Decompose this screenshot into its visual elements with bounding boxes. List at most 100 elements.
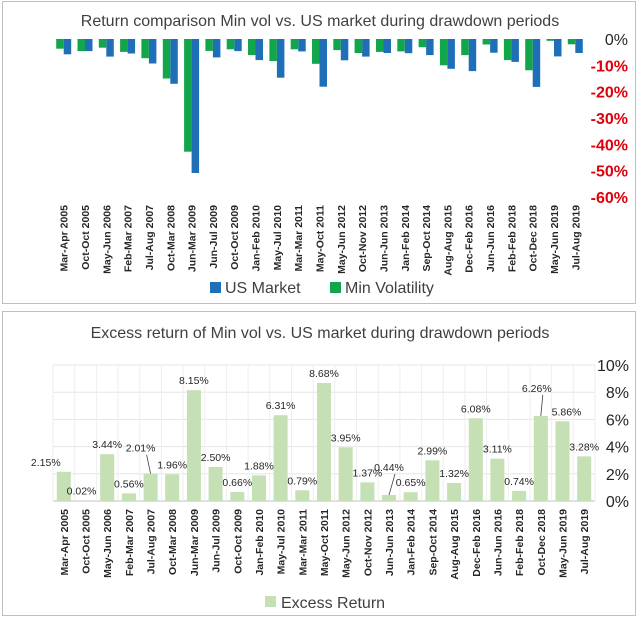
bar-excess-return-mar-mar-2011 <box>295 490 310 501</box>
bar-min-volatility-jul-aug-2019 <box>567 39 576 45</box>
x-tick-label: Jun-Jun 2013 <box>384 509 396 576</box>
bar-excess-return-jun-mar-2009 <box>186 390 201 501</box>
bar-excess-return-aug-aug-2015 <box>447 483 462 501</box>
bar-us-market-may-jun-2019 <box>554 39 562 57</box>
legend-swatch-excess-return <box>265 596 276 607</box>
x-tick-label: May-Jul 2010 <box>276 509 288 575</box>
data-label: 5.86% <box>552 406 582 418</box>
bar-min-volatility-jul-aug-2007 <box>141 39 149 59</box>
legend-swatch-us-market <box>210 282 221 293</box>
x-tick-label: Sep-Oct 2014 <box>427 509 439 576</box>
bar-excess-return-may-jun-2019 <box>555 421 570 501</box>
x-tick-label: Jan-Feb 2010 <box>251 205 263 272</box>
data-label: 3.95% <box>331 432 361 444</box>
data-label: 3.28% <box>569 441 599 453</box>
data-label: 0.66% <box>222 477 252 489</box>
x-tick-label: Oct-Dec 2018 <box>528 205 540 272</box>
bar-us-market-jun-mar-2009 <box>191 39 200 173</box>
bar-min-volatility-may-jul-2010 <box>269 39 277 62</box>
x-tick-label: May-Jun 2012 <box>341 509 353 578</box>
bar-us-market-mar-apr-2005 <box>63 39 72 55</box>
x-tick-label: Oct-Dec 2018 <box>536 509 548 576</box>
bar-excess-return-oct-mar-2008 <box>165 474 180 501</box>
bar-excess-return-may-jun-2012 <box>338 447 353 501</box>
x-tick-label: Oct-Mar 2008 <box>165 205 177 271</box>
bar-us-market-may-oct-2011 <box>319 39 327 87</box>
bar-us-market-oct-mar-2008 <box>170 39 178 84</box>
bar-min-volatility-oct-nov-2012 <box>354 39 363 53</box>
x-tick-label: Jun-Jul 2009 <box>211 509 223 573</box>
excess-return-chart: Excess return of Min vol vs. US market d… <box>31 325 629 612</box>
data-label: 0.79% <box>287 475 317 487</box>
data-label: 3.44% <box>92 439 122 451</box>
bar-us-market-jan-feb-2014 <box>404 39 413 54</box>
bar-min-volatility-jun-jul-2009 <box>205 39 213 51</box>
bar-min-volatility-jun-jun-2016 <box>482 39 491 45</box>
x-tick-label: Mar-Mar 2011 <box>297 509 309 576</box>
bar-min-volatility-oct-dec-2018 <box>525 39 533 71</box>
bar-us-market-feb-mar-2007 <box>127 39 136 54</box>
x-tick-label: May-Oct 2011 <box>319 509 331 576</box>
y-tick-label: -30% <box>591 111 628 128</box>
bar-min-volatility-jun-mar-2009 <box>184 39 192 152</box>
bar-excess-return-feb-feb-2018 <box>512 490 527 501</box>
bar-us-market-feb-feb-2018 <box>511 39 519 62</box>
data-label: 0.44% <box>374 462 404 474</box>
x-tick-label: Jun-Mar 2009 <box>187 205 199 272</box>
bar-us-market-may-jul-2010 <box>276 39 285 78</box>
bar-excess-return-oct-dec-2018 <box>533 415 548 501</box>
data-label: 1.96% <box>157 459 187 471</box>
bar-excess-return-mar-apr-2005 <box>56 471 71 501</box>
y-tick-label: 0% <box>606 494 629 511</box>
x-tick-label: Oct-Nov 2012 <box>357 205 369 272</box>
x-tick-label: Jun-Mar 2009 <box>189 509 201 576</box>
bar-min-volatility-dec-feb-2016 <box>461 39 469 56</box>
y-tick-label: 8% <box>606 385 629 402</box>
bar-excess-return-may-oct-2011 <box>317 383 331 501</box>
bar-min-volatility-jan-feb-2014 <box>397 39 405 52</box>
bar-excess-return-jun-jun-2013 <box>382 495 396 501</box>
x-tick-label: Aug-Aug 2015 <box>449 509 461 580</box>
data-label: 2.99% <box>418 445 448 457</box>
x-tick-label: Feb-Mar 2007 <box>124 509 136 576</box>
data-label: 8.68% <box>309 368 339 380</box>
bar-min-volatility-oct-oct-2005 <box>77 39 85 52</box>
y-tick-label: -20% <box>591 85 628 102</box>
bar-excess-return-jun-jun-2016 <box>490 458 505 501</box>
y-tick-label: 10% <box>597 358 629 375</box>
bar-excess-return-jun-jul-2009 <box>208 467 223 501</box>
bar-us-market-may-jun-2012 <box>340 39 349 61</box>
bar-us-market-jun-jul-2009 <box>212 39 221 58</box>
data-label: 1.32% <box>439 468 469 480</box>
bar-min-volatility-may-jun-2012 <box>333 39 341 51</box>
bar-min-volatility-may-jun-2019 <box>546 39 554 41</box>
data-label: 0.56% <box>114 478 144 490</box>
x-tick-label: May-Oct 2011 <box>315 205 327 272</box>
x-tick-label: Dec-Feb 2016 <box>471 509 483 577</box>
y-tick-label: -40% <box>591 137 628 154</box>
x-tick-label: May-Jun 2006 <box>102 509 114 578</box>
x-tick-label: Mar-Apr 2005 <box>59 509 71 576</box>
bar-us-market-dec-feb-2016 <box>468 39 477 72</box>
x-tick-label: Mar-Apr 2005 <box>59 205 71 272</box>
x-tick-label: Jan-Feb 2014 <box>406 509 418 576</box>
x-tick-label: Jun-Jun 2016 <box>485 205 497 272</box>
bar-us-market-jun-jun-2013 <box>383 39 391 53</box>
bar-us-market-jul-aug-2007 <box>148 39 157 64</box>
x-tick-label: Jun-Jun 2013 <box>379 205 391 272</box>
x-tick-label: Jul-Aug 2019 <box>570 205 582 271</box>
bar-excess-return-feb-mar-2007 <box>121 493 136 501</box>
data-label: 1.37% <box>353 467 383 479</box>
data-label: 1.88% <box>244 460 274 472</box>
y-tick-label: 6% <box>606 412 629 429</box>
bar-excess-return-oct-oct-2009 <box>230 492 245 501</box>
data-label: 2.01% <box>126 443 156 455</box>
bar-min-volatility-mar-mar-2011 <box>290 39 299 50</box>
x-tick-label: Oct-Oct 2005 <box>81 509 93 574</box>
bar-excess-return-sep-oct-2014 <box>425 460 440 501</box>
legend-swatch-min-volatility <box>330 282 341 293</box>
bar-min-volatility-may-jun-2006 <box>98 39 107 48</box>
x-tick-label: May-Jun 2019 <box>549 205 561 274</box>
x-tick-label: Feb-Feb 2018 <box>514 509 526 576</box>
x-tick-label: May-Jul 2010 <box>272 205 284 271</box>
